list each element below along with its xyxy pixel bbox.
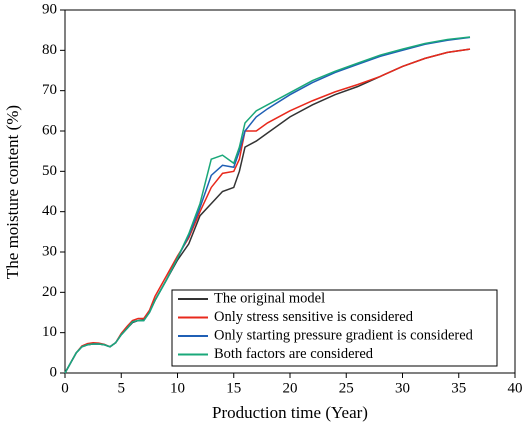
x-axis-title: Production time (Year) [212, 403, 368, 422]
y-tick-label: 70 [42, 82, 57, 98]
x-tick-label: 35 [451, 380, 466, 396]
legend-label: Only starting pressure gradient is consi… [214, 327, 474, 343]
x-tick-label: 40 [508, 380, 523, 396]
y-tick-label: 80 [42, 42, 57, 58]
x-tick-label: 0 [61, 380, 69, 396]
y-tick-label: 0 [50, 364, 58, 380]
x-tick-label: 15 [226, 380, 241, 396]
series-line [64, 48, 471, 374]
y-tick-label: 30 [42, 243, 57, 259]
x-tick-label: 20 [283, 380, 298, 396]
x-tick-label: 5 [118, 380, 126, 396]
x-tick-label: 10 [170, 380, 185, 396]
y-tick-label: 50 [42, 163, 57, 179]
series-line [64, 36, 471, 374]
y-tick-label: 60 [42, 122, 57, 138]
y-tick-label: 90 [42, 1, 57, 17]
x-tick-label: 25 [339, 380, 354, 396]
y-tick-label: 40 [42, 203, 57, 219]
legend-box [171, 289, 498, 367]
y-tick-label: 20 [42, 284, 57, 300]
legend-label: Both factors are considered [214, 346, 374, 362]
y-axis-title: The moisture content (%) [3, 105, 22, 279]
x-tick-label: 30 [395, 380, 410, 396]
legend-label: The original model [214, 290, 325, 306]
y-tick-label: 10 [42, 324, 57, 340]
legend-label: Only stress sensitive is considered [214, 309, 414, 325]
